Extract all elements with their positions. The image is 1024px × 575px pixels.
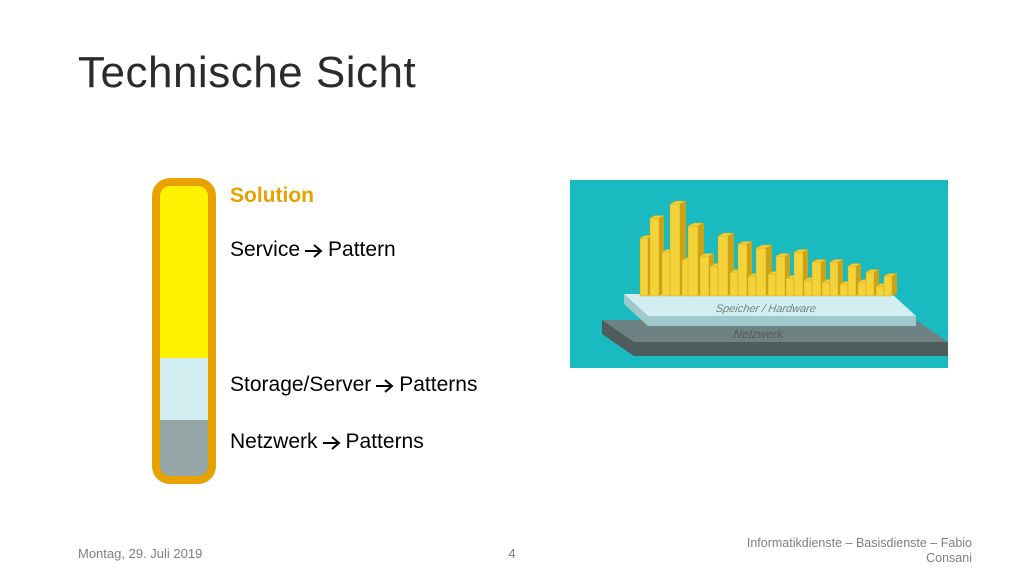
network-segment (160, 420, 208, 476)
arrow-right-icon (304, 240, 324, 264)
svg-text:Netzwerk: Netzwerk (732, 327, 785, 341)
architecture-illustration: Netzwerk Speicher / Hardware (570, 180, 948, 368)
storage-label-text-before: Storage/Server (230, 373, 371, 396)
service-label: Service Pattern (230, 238, 396, 264)
footer-page-number: 4 (508, 546, 515, 561)
network-label-text-after: Patterns (346, 430, 424, 453)
page-title: Technische Sicht (78, 48, 416, 98)
arrow-right-icon (322, 432, 342, 456)
layer-bar (152, 178, 216, 484)
footer-date: Montag, 29. Juli 2019 (78, 546, 202, 561)
network-label: Netzwerk Patterns (230, 430, 424, 456)
arrow-right-icon (375, 375, 395, 399)
storage-label-text-after: Patterns (399, 373, 477, 396)
service-label-text-after: Pattern (328, 238, 396, 261)
solution-segment (160, 186, 208, 358)
svg-text:Speicher / Hardware: Speicher / Hardware (715, 303, 817, 315)
footer-organization: Informatikdienste – Basisdienste – Fabio… (712, 536, 972, 567)
storage-segment (160, 358, 208, 420)
solution-label-text-before: Solution (230, 184, 314, 207)
service-label-text-before: Service (230, 238, 300, 261)
solution-label: Solution (230, 184, 314, 208)
network-label-text-before: Netzwerk (230, 430, 318, 453)
storage-label: Storage/Server Patterns (230, 373, 477, 399)
